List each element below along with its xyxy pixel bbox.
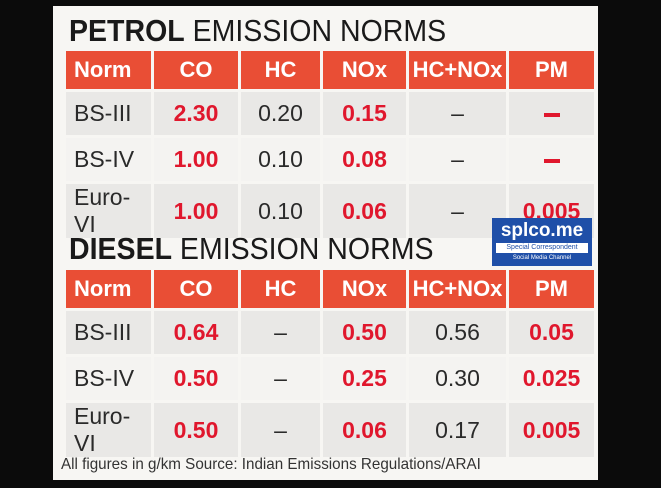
table-row: BS-III 0.64 – 0.50 0.56 0.05 <box>66 308 594 354</box>
badge-line1: Special Correspondent <box>496 243 588 253</box>
hc-nox-cell: – <box>409 135 509 181</box>
co-cell: 0.64 <box>154 308 241 354</box>
column-header-norm: Norm <box>66 51 154 89</box>
petrol-title-rest: EMISSION NORMS <box>184 13 447 48</box>
table-row: BS-IV 1.00 0.10 0.08 – <box>66 135 594 181</box>
norm-cell: BS-IV <box>66 354 154 400</box>
pm-cell: 0.025 <box>509 354 594 400</box>
splco-watermark-badge: splco.me Special Correspondent Social Me… <box>492 218 592 266</box>
nox-cell: 0.06 <box>323 181 409 238</box>
hc-cell: 0.10 <box>241 181 323 238</box>
petrol-title-bold: PETROL <box>69 13 185 48</box>
hc-cell: 0.10 <box>241 135 323 181</box>
nox-cell: 0.15 <box>323 89 409 135</box>
dash-icon <box>543 158 560 163</box>
hc-cell: – <box>241 400 323 457</box>
nox-cell: 0.06 <box>323 400 409 457</box>
table-row: Euro-VI 1.00 0.10 0.06 – 0.005 <box>66 181 594 238</box>
co-cell: 0.50 <box>154 354 241 400</box>
pm-cell: 0.05 <box>509 308 594 354</box>
table-row: BS-IV 0.50 – 0.25 0.30 0.025 <box>66 354 594 400</box>
pm-cell <box>509 135 594 181</box>
column-header-nox: NOx <box>323 51 409 89</box>
pm-cell <box>509 89 594 135</box>
norm-cell: BS-III <box>66 308 154 354</box>
hc-nox-cell: 0.56 <box>409 308 509 354</box>
column-header-co: CO <box>154 51 241 89</box>
co-cell: 1.00 <box>154 135 241 181</box>
column-header-hc: HC <box>241 270 323 308</box>
diesel-norms-table: Norm CO HC NOx HC+NOx PM BS-III 0.64 – 0… <box>66 270 594 457</box>
hc-cell: – <box>241 354 323 400</box>
badge-name: splco.me <box>500 220 584 241</box>
column-header-nox: NOx <box>323 270 409 308</box>
hc-cell: 0.20 <box>241 89 323 135</box>
diesel-section-title: DIESEL EMISSION NORMS <box>69 232 433 266</box>
nox-cell: 0.50 <box>323 308 409 354</box>
table-row: BS-III 2.30 0.20 0.15 – <box>66 89 594 135</box>
column-header-norm: Norm <box>66 270 154 308</box>
hc-nox-cell: 0.17 <box>409 400 509 457</box>
diesel-title-bold: DIESEL <box>69 231 173 266</box>
petrol-section-title: PETROL EMISSION NORMS <box>69 14 446 48</box>
column-header-hc: HC <box>241 51 323 89</box>
diesel-header-row: Norm CO HC NOx HC+NOx PM <box>66 270 594 308</box>
petrol-header-row: Norm CO HC NOx HC+NOx PM <box>66 51 594 89</box>
dash-icon <box>543 112 560 117</box>
badge-line2: Social Media Channel <box>512 255 572 261</box>
norm-cell: Euro-VI <box>66 400 154 457</box>
norm-cell: BS-IV <box>66 135 154 181</box>
column-header-hc-nox: HC+NOx <box>409 270 509 308</box>
diesel-title-rest: EMISSION NORMS <box>172 231 434 266</box>
petrol-norms-table: Norm CO HC NOx HC+NOx PM BS-III 2.30 0.2… <box>66 51 594 238</box>
hc-nox-cell: – <box>409 89 509 135</box>
pm-cell: 0.005 <box>509 400 594 457</box>
co-cell: 0.50 <box>154 400 241 457</box>
column-header-hc-nox: HC+NOx <box>409 51 509 89</box>
column-header-pm: PM <box>509 270 594 308</box>
nox-cell: 0.08 <box>323 135 409 181</box>
source-footnote: All figures in g/km Source: Indian Emiss… <box>61 456 481 473</box>
norm-cell: BS-III <box>66 89 154 135</box>
co-cell: 1.00 <box>154 181 241 238</box>
nox-cell: 0.25 <box>323 354 409 400</box>
table-row: Euro-VI 0.50 – 0.06 0.17 0.005 <box>66 400 594 457</box>
co-cell: 2.30 <box>154 89 241 135</box>
norm-cell: Euro-VI <box>66 181 154 238</box>
column-header-pm: PM <box>509 51 594 89</box>
column-header-co: CO <box>154 270 241 308</box>
emission-norms-card: PETROL EMISSION NORMS Norm CO HC NOx HC+… <box>53 6 598 480</box>
hc-cell: – <box>241 308 323 354</box>
hc-nox-cell: 0.30 <box>409 354 509 400</box>
